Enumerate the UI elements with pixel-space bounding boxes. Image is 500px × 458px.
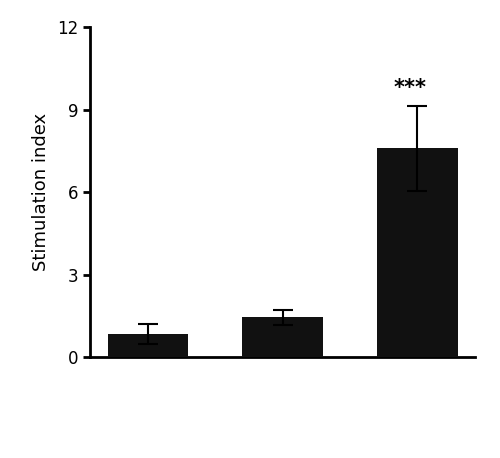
Bar — [242, 317, 323, 357]
Text: ***: *** — [394, 77, 427, 98]
Bar — [108, 334, 188, 357]
Bar — [376, 148, 458, 357]
Y-axis label: Stimulation index: Stimulation index — [32, 113, 50, 272]
